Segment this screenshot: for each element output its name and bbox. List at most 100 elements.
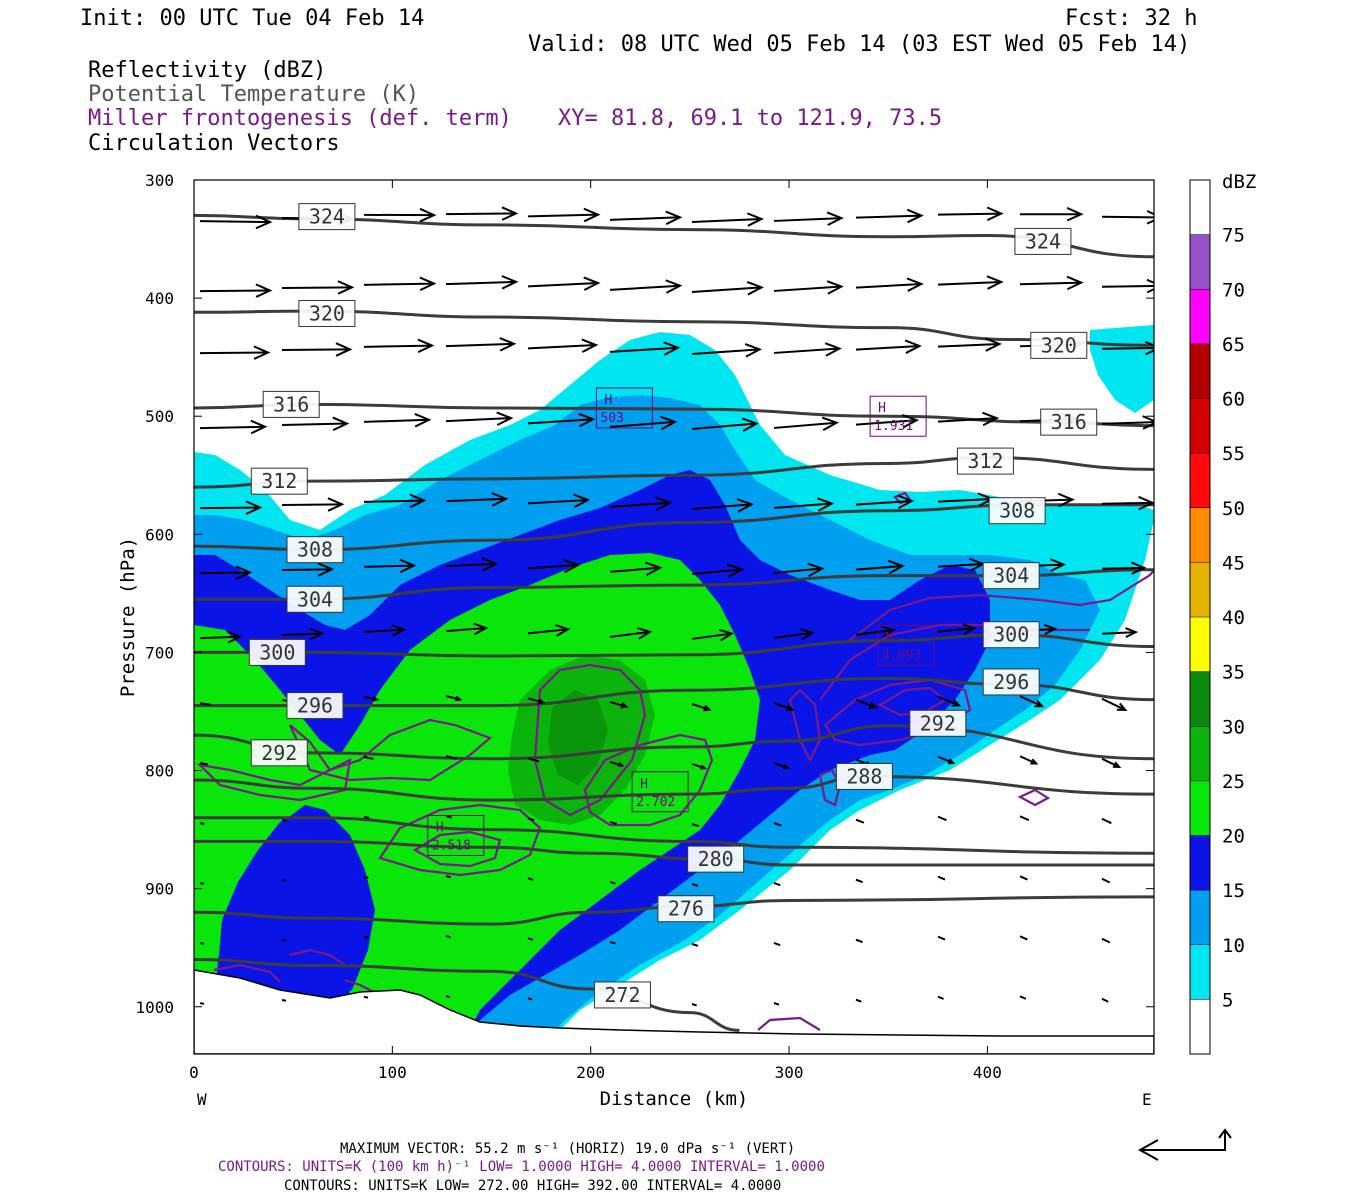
circulation-vector xyxy=(691,417,760,432)
theta-label-box xyxy=(1040,408,1098,436)
circulation-vector xyxy=(609,210,683,226)
circulation-vector xyxy=(773,497,835,512)
colorbar-swatch xyxy=(1190,726,1210,782)
circulation-vector xyxy=(691,628,735,642)
circulation-vector xyxy=(1101,817,1112,825)
circulation-vector xyxy=(1101,210,1154,225)
theta-label-box xyxy=(248,638,306,666)
frontogenesis-max-value: 4.093 xyxy=(882,648,921,663)
x-axis-label: Distance (km) xyxy=(600,1088,749,1110)
colorbar-label: 45 xyxy=(1222,552,1245,574)
theta-label: 320 xyxy=(1041,333,1077,357)
theta-label-box xyxy=(835,762,893,790)
theta-label-box xyxy=(956,447,1014,475)
circulation-vector xyxy=(691,702,712,712)
circulation-vector xyxy=(855,413,920,429)
colorbar-swatch xyxy=(1190,999,1210,1055)
frontogenesis-max-marker: H xyxy=(640,777,648,792)
colorbar-swatch xyxy=(1190,234,1210,290)
circulation-vector xyxy=(199,630,243,644)
colorbar-label: 65 xyxy=(1222,334,1245,356)
circulation-vector xyxy=(445,206,519,221)
field-theta: Potential Temperature (K) xyxy=(88,82,419,107)
theta-label: 320 xyxy=(309,301,345,325)
frontogenesis-max-box xyxy=(877,624,935,666)
circulation-vector xyxy=(363,207,437,223)
colorbar-label: 55 xyxy=(1222,443,1245,465)
circulation-vector xyxy=(363,815,370,819)
theta-label-box xyxy=(298,299,356,327)
circulation-vector xyxy=(855,494,915,510)
circulation-vector xyxy=(1101,757,1122,768)
circulation-vector xyxy=(199,283,273,298)
colorbar-swatch xyxy=(1190,890,1210,946)
frontogenesis-max-value: 2.518 xyxy=(432,839,471,854)
y-tick-label: 1000 xyxy=(135,998,174,1017)
frontogenesis-max-value: 1.931 xyxy=(874,419,913,434)
circulation-vector xyxy=(691,281,764,296)
circulation-vector xyxy=(855,277,924,292)
circulation-vector xyxy=(937,337,1002,352)
circulation-vector xyxy=(855,818,865,824)
theta-label: 300 xyxy=(259,640,295,664)
circulation-vector xyxy=(199,822,205,825)
circulation-vector xyxy=(199,1002,205,1005)
theta-contour-276 xyxy=(194,895,1154,926)
circulation-vector xyxy=(363,875,369,879)
circulation-vector xyxy=(281,562,335,577)
colorbar-swatch xyxy=(1190,453,1210,509)
theta-label-box xyxy=(286,692,344,720)
circulation-vector xyxy=(609,279,683,294)
colorbar-swatch xyxy=(1190,671,1210,727)
circulation-vector xyxy=(773,701,795,712)
circulation-vector xyxy=(199,565,253,580)
colorbar-label: 35 xyxy=(1222,662,1245,684)
circulation-vector xyxy=(527,937,534,941)
circulation-vector xyxy=(445,755,457,760)
theta-label-box xyxy=(982,668,1040,696)
theta-label-box xyxy=(286,536,344,564)
circulation-vector xyxy=(773,211,844,226)
field-reflectivity: Reflectivity (dBZ) xyxy=(88,58,326,83)
colorbar-label: 60 xyxy=(1222,389,1245,411)
circulation-vector xyxy=(1101,495,1154,511)
circulation-vector xyxy=(773,821,782,827)
y-tick-label: 700 xyxy=(145,643,174,662)
colorbar-label: 10 xyxy=(1222,935,1245,957)
circulation-vector xyxy=(855,208,924,224)
colorbar-swatch xyxy=(1190,835,1210,891)
y-tick-label: 300 xyxy=(145,171,174,190)
theta-label: 304 xyxy=(993,564,1029,588)
circulation-vector xyxy=(609,341,681,356)
theta-label-box xyxy=(286,585,344,613)
circulation-vector xyxy=(281,280,355,295)
circulation-vector xyxy=(527,558,581,574)
theta-label-box xyxy=(298,203,356,231)
colorbar-label: 15 xyxy=(1222,880,1245,902)
frontogenesis-maxima-labels: H 503 H 1.931 H 4.093 H 2.702 H 2.518 xyxy=(427,387,935,856)
theta-label: 288 xyxy=(846,764,882,788)
circulation-vector xyxy=(445,337,517,352)
circulation-vector xyxy=(363,624,407,637)
theta-label-box xyxy=(262,390,320,418)
circulation-vector xyxy=(363,935,369,939)
circulation-vector xyxy=(1101,877,1111,884)
valid-time: Valid: 08 UTC Wed 05 Feb 14 (03 EST Wed … xyxy=(528,32,1190,57)
y-tick-label: 400 xyxy=(145,289,174,308)
cross-section-endpoints: XY= 81.8, 69.1 to 121.9, 73.5 xyxy=(558,106,942,131)
theta-label: 316 xyxy=(273,392,309,416)
theta-label: 316 xyxy=(1051,410,1087,434)
circulation-vector xyxy=(1101,937,1111,944)
circulation-vector xyxy=(773,761,790,770)
theta-label: 276 xyxy=(668,897,704,921)
circulation-vector xyxy=(527,817,535,821)
frontogenesis-max-marker: H xyxy=(604,393,612,408)
y-tick-label: 600 xyxy=(145,525,174,544)
colorbar-swatch xyxy=(1190,343,1210,399)
circulation-vector xyxy=(281,497,345,512)
terrain xyxy=(194,969,1154,1054)
circulation-vector xyxy=(1019,207,1084,222)
frontogenesis-contour-info: CONTOURS: UNITS=K (100 km h)⁻¹ LOW= 1.00… xyxy=(218,1159,825,1175)
x-tick-label: 100 xyxy=(378,1063,407,1082)
circulation-vector xyxy=(199,214,273,230)
